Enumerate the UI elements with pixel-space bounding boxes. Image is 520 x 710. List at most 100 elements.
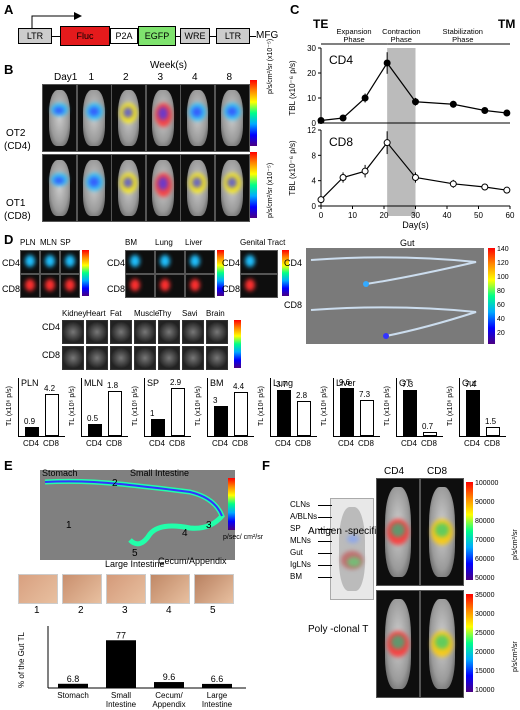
d-lower-cd8: CD8 (42, 350, 61, 360)
bar-cat-7-0: CD4 (464, 439, 481, 448)
organ-leader-0 (318, 505, 332, 506)
gut-photo-number-2: 3 (122, 605, 128, 616)
e-bar-0 (58, 683, 88, 688)
bar-ylabel-0: TL (x10⁶ p/s) (6, 386, 13, 426)
organ-signal (65, 255, 75, 267)
column-label-4: 4 (192, 72, 198, 83)
d-colorbar-1 (217, 250, 224, 296)
gut-photo-number-1: 2 (78, 605, 84, 616)
lower-organ-5-1 (182, 346, 204, 370)
bar-6-1 (423, 431, 437, 436)
data-point-1-0 (317, 196, 325, 204)
f-tick1-3: 70000 (475, 537, 495, 544)
lower-organ-1-1 (86, 346, 108, 370)
lower-organ-4-0 (158, 320, 180, 344)
p2a-segment: P2A (110, 28, 138, 44)
bar-cat-1-0: CD4 (86, 439, 103, 448)
signal-core (157, 107, 168, 120)
organ-signal (45, 255, 55, 267)
bar-ylabel-3: TL (x10⁶ p/s) (195, 386, 202, 426)
organ-signal (25, 255, 35, 267)
mouse-image-r1-c1 (76, 154, 112, 222)
mouse-image-r0-c1 (76, 84, 112, 152)
ltr-right: LTR (216, 28, 250, 44)
organ-signal (190, 255, 200, 267)
row-label-cd4: (CD4) (4, 141, 31, 152)
organ-signal (45, 279, 55, 291)
organ-image-1-0-1 (125, 274, 155, 298)
d-rowlabel-cd8-0: CD8 (2, 284, 21, 294)
gut-tick-1: 120 (497, 260, 509, 267)
d-rowlabel-cd8-2: CD8 (222, 284, 241, 294)
x-tick-label-6: 60 (506, 211, 515, 220)
organ-leader-6 (318, 577, 332, 578)
d-gut-colorbar (488, 248, 495, 344)
d-rowlabel-cd4-1: CD4 (107, 258, 126, 268)
organ-signal (245, 255, 255, 267)
colorbar-b-bottom-label: p/s/cm²/sr (x10⁻⁵) (267, 162, 274, 218)
bar-7-0 (466, 389, 480, 436)
colorbar-b-top (250, 80, 257, 146)
series-line-1 (320, 141, 507, 201)
organ-map (330, 498, 374, 600)
row-label-ot1: OT1 (6, 198, 26, 209)
signal-core (88, 107, 99, 116)
bar-cat-5-1: CD8 (358, 439, 375, 448)
lower-organ-2-1 (110, 346, 132, 370)
lower-organ-3-1 (134, 346, 156, 370)
mouse-image-r0-c5 (214, 84, 250, 152)
d-gut-title: Gut (400, 238, 415, 248)
signal-core (54, 177, 64, 184)
organ-label-6: BM (290, 572, 302, 581)
y-tick-label-1-0: 0 (312, 202, 317, 211)
f-tick1-0: 100000 (475, 480, 499, 487)
bar-1-1 (108, 391, 122, 436)
organ-leader-4 (318, 553, 332, 554)
lower-organ-1-0 (86, 320, 108, 344)
y-tick-label-0-3: 30 (307, 44, 316, 53)
bar-0-1 (45, 394, 59, 436)
bar-chart-4: Lung 3.7 CD4 2.8 CD8 (270, 378, 317, 448)
bar-label-5-0: 9.6 (339, 378, 351, 387)
organ-image-0-1-1 (40, 274, 60, 298)
gut-photo-4 (194, 574, 234, 604)
gut-photo-3 (150, 574, 190, 604)
phase-label-sub-1: Phase (391, 35, 412, 44)
bar-chart-title-6: GT (399, 378, 412, 388)
bar-ylabel-6: TL (x10⁶ p/s) (384, 386, 391, 426)
bar-cat-1-1: CD8 (106, 439, 123, 448)
organ-image-2-0-1 (240, 274, 278, 298)
bar-label-6-0: 7.3 (402, 380, 414, 390)
x-tick-label-4: 40 (443, 211, 452, 220)
bar-cat-4-1: CD8 (295, 439, 312, 448)
bar-cat-6-1: CD8 (421, 439, 438, 448)
egfp-segment: EGFP (138, 26, 176, 46)
f-mouse-0-0 (376, 478, 420, 586)
organ-label-3: MLNs (290, 536, 311, 545)
d-col-1-0: BM (125, 238, 137, 247)
data-point-0-7 (503, 109, 511, 117)
organ-image-1-1-1 (155, 274, 185, 298)
series-line-0 (320, 61, 507, 122)
bar-chart-7: Gut 7.4 CD4 1.5 CD8 (459, 378, 506, 448)
bar-chart-0: PLN 0.9 CD4 4.2 CD8 (18, 378, 65, 448)
bar-chart-3: BM 3 CD4 4.4 CD8 (207, 378, 254, 448)
bar-3-1 (234, 392, 248, 436)
mouse-image-r1-c2 (111, 154, 146, 222)
panel-label-c: C (290, 2, 300, 17)
te-label: TE (313, 17, 328, 31)
colorbar-f-bottom (466, 594, 473, 692)
bar-label-0-0: 0.9 (24, 417, 36, 426)
e-bar-value-2: 9.6 (163, 672, 176, 682)
lower-organ-5-0 (182, 320, 204, 344)
bar-label-1-0: 0.5 (87, 413, 99, 423)
column-label-3: 3 (157, 72, 164, 83)
organ-label-4: Gut (290, 548, 303, 557)
organ-image-0-2-1 (60, 274, 80, 298)
phase-label-1: Contraction (382, 27, 420, 36)
f-signal-core (435, 523, 449, 537)
bar-chart-1: MLN 0.5 CD4 1.8 CD8 (81, 378, 128, 448)
d-col-0-2: SP (60, 238, 71, 247)
column-label-2: 2 (123, 72, 129, 83)
d-lower-col-0: Kidney (62, 309, 87, 318)
